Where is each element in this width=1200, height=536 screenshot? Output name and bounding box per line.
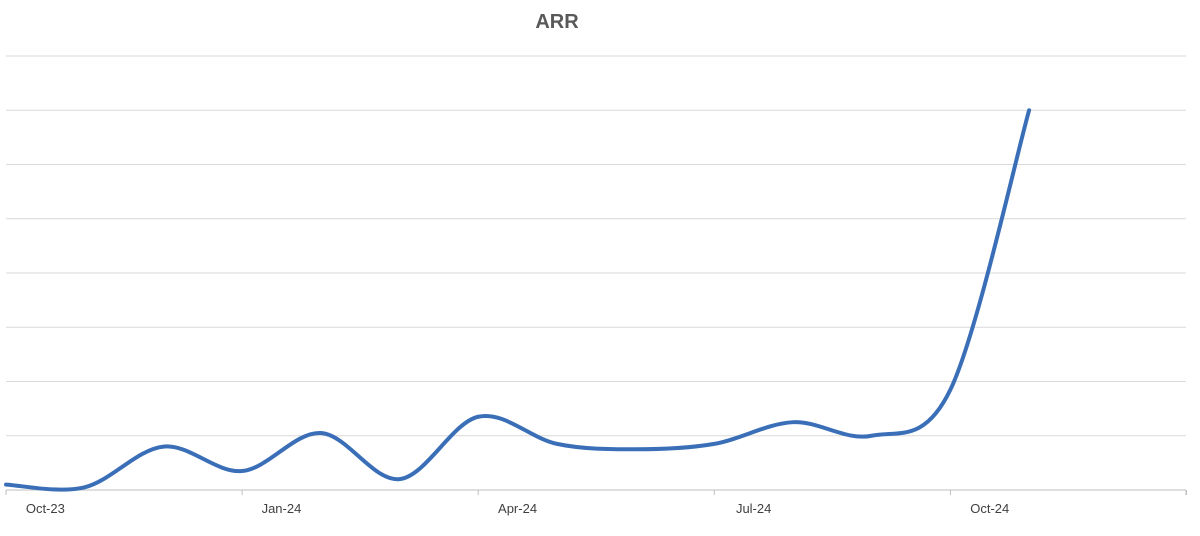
data-point <box>1026 107 1032 113</box>
data-point <box>397 476 403 482</box>
x-tick-label: Apr-24 <box>498 501 537 516</box>
gridlines <box>6 55 1186 437</box>
x-tick-label: Jan-24 <box>262 501 302 516</box>
series-layer <box>3 107 1032 492</box>
x-tick-label: Oct-24 <box>970 501 1009 516</box>
x-tick-label: Jul-24 <box>736 501 771 516</box>
data-point <box>790 419 796 425</box>
series-line <box>4 108 1032 492</box>
x-tick-label: Oct-23 <box>26 501 65 516</box>
data-point <box>869 433 875 439</box>
data-point <box>318 430 324 436</box>
data-point <box>239 468 245 474</box>
x-axis: Oct-23 Jan-24 Apr-24 Jul-24 Oct-24 <box>5 489 1187 516</box>
data-point <box>475 414 481 420</box>
data-point <box>3 482 9 488</box>
data-point <box>947 387 953 393</box>
data-point <box>633 446 639 452</box>
data-point <box>160 444 166 450</box>
data-point <box>82 484 88 490</box>
data-point <box>711 441 717 447</box>
data-point <box>554 441 560 447</box>
chart-title: ARR <box>535 11 579 33</box>
